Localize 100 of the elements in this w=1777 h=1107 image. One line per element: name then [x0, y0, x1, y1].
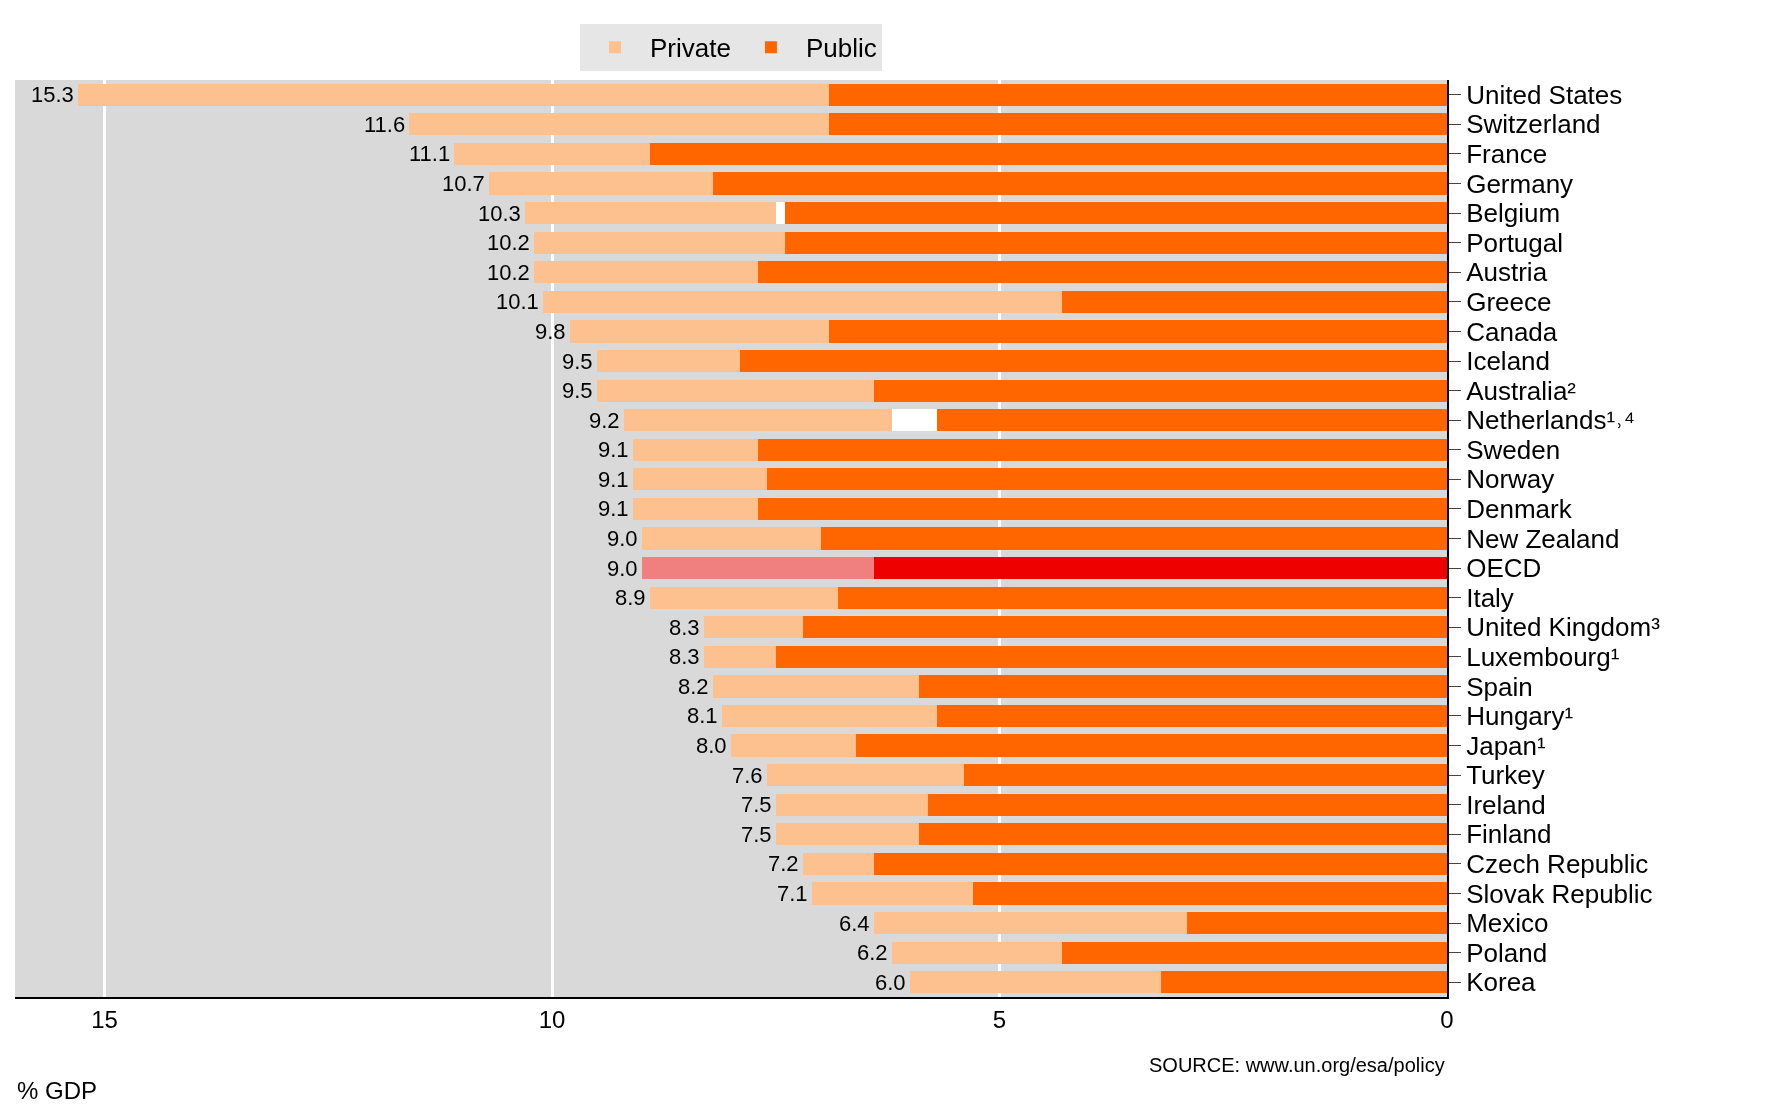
x-axis-title: % GDP — [17, 1077, 98, 1104]
bar — [596, 379, 875, 402]
legend-label: Private — [650, 33, 731, 64]
total-label: 11.1 — [409, 141, 451, 166]
bar — [453, 142, 651, 166]
bar — [936, 704, 1447, 728]
total-label: 7.5 — [741, 792, 772, 817]
y-tick-label: Ireland — [1466, 789, 1546, 820]
y-tick-label: Japan¹ — [1466, 730, 1547, 761]
total-label: 7.6 — [732, 763, 763, 788]
total-label: 10.1 — [496, 289, 539, 314]
total-label: 6.4 — [839, 911, 870, 936]
legend-label: Public — [805, 33, 877, 64]
total-label: 10.3 — [478, 201, 521, 226]
total-label: 8.0 — [696, 733, 727, 758]
bar — [766, 468, 1447, 491]
y-tick-label: Italy — [1466, 582, 1514, 613]
bar — [775, 645, 1447, 668]
bar — [713, 172, 1447, 195]
bar — [874, 379, 1447, 402]
bar — [936, 409, 1447, 432]
bar — [623, 409, 893, 432]
bar — [757, 438, 1447, 461]
y-tick-label: Czech Republic — [1466, 848, 1649, 879]
bar — [731, 734, 857, 757]
bar — [829, 113, 1447, 136]
y-tick-label: Korea — [1466, 967, 1537, 998]
bar — [910, 971, 1161, 994]
total-label: 8.3 — [669, 615, 700, 640]
bar — [811, 882, 973, 905]
x-tick-label: 15 — [91, 1005, 118, 1033]
x-tick-label: 0 — [1440, 1005, 1454, 1033]
source-note: SOURCE: www.un.org/esa/policy — [1149, 1054, 1445, 1076]
bar — [704, 645, 776, 668]
total-label: 9.1 — [598, 467, 629, 492]
bar — [892, 409, 937, 432]
y-tick-label: Germany — [1466, 168, 1574, 199]
bar — [918, 675, 1447, 698]
y-tick-label: Norway — [1466, 464, 1555, 495]
total-label: 15.3 — [31, 82, 74, 107]
bar — [650, 586, 839, 609]
bar — [775, 202, 785, 225]
total-label: 7.1 — [777, 881, 808, 906]
x-tick-label: 10 — [538, 1005, 566, 1033]
total-label: 7.5 — [741, 822, 772, 847]
y-tick-label: Australia² — [1466, 375, 1577, 406]
bar — [489, 172, 714, 195]
bar — [408, 113, 830, 136]
bar — [784, 202, 1447, 225]
total-label: 9.0 — [607, 526, 638, 551]
bar — [775, 823, 919, 846]
total-label: 8.9 — [615, 585, 646, 610]
y-tick-label: Slovak Republic — [1466, 878, 1653, 909]
bar — [650, 142, 1447, 166]
bar — [1062, 290, 1447, 313]
bar — [757, 497, 1447, 521]
total-label: 11.6 — [364, 112, 406, 137]
total-label: 8.3 — [669, 644, 700, 669]
bar — [641, 527, 821, 550]
y-tick-label: Denmark — [1466, 494, 1573, 525]
y-tick-label: Luxembourg¹ — [1466, 641, 1620, 672]
bar — [829, 320, 1447, 343]
total-label: 8.2 — [678, 674, 709, 699]
bar — [722, 704, 937, 728]
bar — [802, 852, 875, 875]
y-tick-label: United States — [1466, 79, 1623, 110]
bar — [874, 852, 1447, 875]
total-label: 9.1 — [598, 496, 629, 521]
bar — [775, 793, 928, 816]
bar — [543, 290, 1063, 313]
bar — [713, 675, 919, 698]
bar — [972, 882, 1447, 905]
y-tick-label: Spain — [1466, 671, 1533, 702]
y-tick-label: Greece — [1466, 286, 1552, 317]
bar — [784, 231, 1447, 254]
y-tick-label: Hungary¹ — [1466, 701, 1574, 732]
bar — [739, 349, 1447, 373]
bar — [704, 616, 803, 639]
bar — [596, 349, 740, 373]
total-label: 6.0 — [875, 970, 906, 995]
bar — [525, 202, 776, 225]
total-label: 7.2 — [768, 851, 799, 876]
bar — [632, 438, 758, 461]
bar — [77, 83, 830, 106]
total-label: 9.1 — [598, 437, 629, 462]
total-label: 10.7 — [442, 171, 485, 196]
bar — [856, 734, 1447, 757]
bar — [892, 941, 1063, 964]
bar — [1160, 971, 1447, 994]
y-tick-label: Austria — [1466, 257, 1548, 288]
y-tick-label: OECD — [1466, 553, 1542, 584]
y-tick-label: Switzerland — [1466, 109, 1601, 140]
total-label: 6.2 — [857, 940, 888, 965]
bar — [757, 261, 1447, 284]
total-label: 9.8 — [535, 319, 566, 344]
y-tick-label: United Kingdom³ — [1466, 612, 1661, 643]
bar — [963, 764, 1447, 787]
total-label: 9.0 — [607, 556, 638, 581]
bar — [838, 586, 1447, 609]
bar — [918, 823, 1447, 846]
